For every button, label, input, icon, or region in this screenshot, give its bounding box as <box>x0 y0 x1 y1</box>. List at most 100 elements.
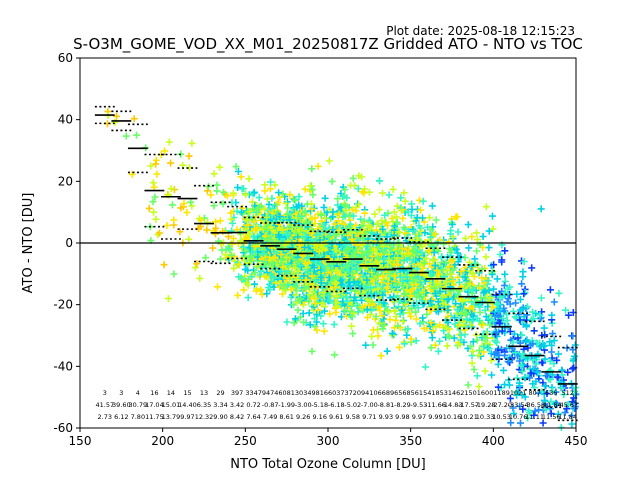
bin-label: -11.66 <box>425 401 446 409</box>
bin-label: 7.64 <box>246 413 260 421</box>
scatter-point <box>297 263 305 271</box>
bin-label: 3 <box>103 389 107 397</box>
scatter-point <box>279 290 286 298</box>
scatter-point <box>280 282 288 290</box>
scatter-point <box>320 203 328 211</box>
scatter-point <box>547 398 555 406</box>
scatter-point <box>170 186 178 194</box>
scatter-point <box>529 365 537 373</box>
scatter-point <box>363 243 371 250</box>
scatter-layer <box>103 108 580 431</box>
scatter-point <box>305 309 313 317</box>
scatter-point <box>513 374 521 382</box>
scatter-point <box>266 185 274 193</box>
scatter-point <box>317 293 325 301</box>
scatter-point <box>276 193 284 201</box>
scatter-point <box>440 240 448 248</box>
scatter-point <box>392 213 400 221</box>
scatter-point <box>418 243 426 251</box>
scatter-point <box>428 328 436 336</box>
scatter-point <box>419 214 426 222</box>
scatter-point <box>524 303 531 311</box>
scatter-point <box>214 283 221 291</box>
bin-label: 6.35 <box>197 401 211 409</box>
scatter-point <box>275 233 283 241</box>
scatter-point <box>243 279 251 287</box>
scatter-point <box>376 307 384 314</box>
scatter-point <box>401 340 408 348</box>
scatter-point <box>163 222 171 229</box>
scatter-point <box>383 233 391 241</box>
scatter-point <box>462 234 469 242</box>
scatter-point <box>434 298 442 306</box>
scatter-point <box>564 400 572 408</box>
scatter-point <box>371 210 379 218</box>
scatter-point <box>219 227 227 235</box>
scatter-point <box>326 288 334 296</box>
scatter-point <box>203 226 211 234</box>
scatter-point <box>429 256 437 264</box>
scatter-point <box>150 183 158 191</box>
scatter-point <box>188 202 196 210</box>
scatter-point <box>393 202 401 210</box>
scatter-point <box>381 300 389 308</box>
scatter-point <box>407 292 415 300</box>
scatter-point <box>395 228 403 236</box>
scatter-point <box>413 281 420 289</box>
scatter-point <box>410 227 418 235</box>
scatter-point <box>250 188 258 196</box>
bin-label: 17.04 <box>145 401 164 409</box>
scatter-point <box>548 348 556 356</box>
scatter-point <box>523 336 531 344</box>
scatter-point <box>369 341 377 349</box>
scatter-point <box>421 259 429 267</box>
scatter-point <box>342 271 349 279</box>
scatter-point <box>547 410 555 418</box>
scatter-point <box>417 206 425 214</box>
bin-label: -41.84 <box>541 401 562 409</box>
scatter-point <box>245 259 252 267</box>
scatter-point <box>345 279 352 286</box>
scatter-point <box>153 170 161 178</box>
scatter-point <box>185 235 193 243</box>
scatter-point <box>501 381 509 389</box>
scatter-point <box>330 274 338 282</box>
scatter-point <box>150 208 158 216</box>
scatter-point <box>493 328 500 336</box>
scatter-point <box>571 341 579 349</box>
scatter-point <box>402 229 410 237</box>
scatter-point <box>352 221 360 229</box>
scatter-point <box>262 273 270 281</box>
scatter-point <box>359 241 367 249</box>
scatter-point <box>365 290 373 298</box>
scatter-point <box>170 270 178 278</box>
scatter-point <box>248 198 256 206</box>
bin-label: 11.56 <box>542 413 561 421</box>
scatter-point <box>300 272 308 280</box>
scatter-point <box>412 249 420 257</box>
scatter-point <box>311 300 319 307</box>
scatter-point <box>207 191 215 199</box>
scatter-point <box>428 202 436 210</box>
scatter-point <box>479 233 487 240</box>
scatter-point <box>332 279 340 287</box>
scatter-point <box>478 274 486 282</box>
bin-label: 10.53 <box>492 413 511 421</box>
chart-title: S-O3M_GOME_VOD_XX_M01_20250817Z Gridded … <box>73 35 583 54</box>
scatter-point <box>473 372 481 380</box>
scatter-point <box>314 162 322 170</box>
scatter-point <box>204 183 212 190</box>
bin-label: -8.81 <box>377 401 394 409</box>
bin-label: 4185 <box>427 389 444 397</box>
scatter-point <box>284 231 292 239</box>
scatter-point <box>266 286 274 293</box>
scatter-point <box>410 243 418 251</box>
scatter-point <box>468 233 476 241</box>
scatter-point <box>379 325 387 333</box>
scatter-point <box>308 186 316 194</box>
scatter-point <box>490 261 498 269</box>
scatter-point <box>529 308 537 316</box>
scatter-point <box>446 245 453 253</box>
scatter-point <box>436 236 444 244</box>
scatter-point <box>253 206 261 214</box>
